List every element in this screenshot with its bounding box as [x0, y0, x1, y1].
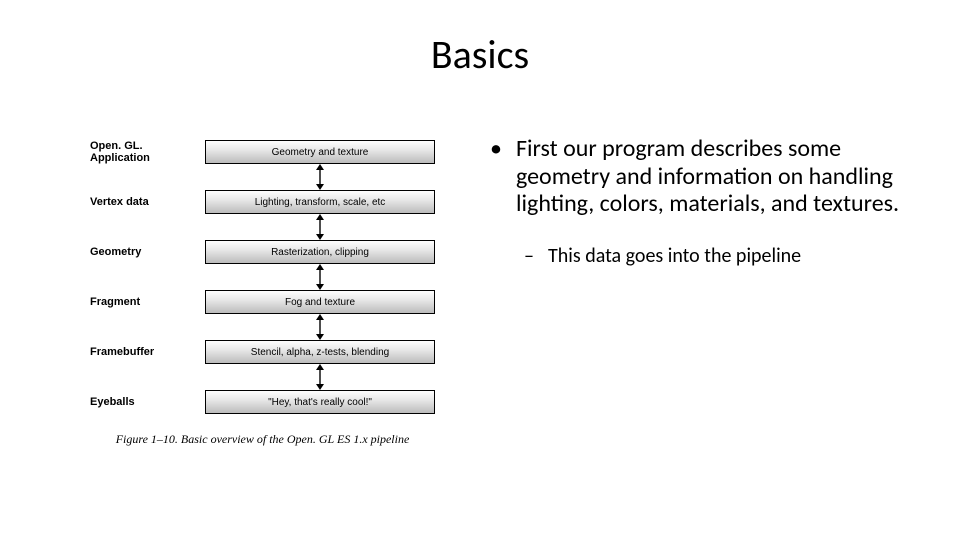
slide-title: Basics [0, 30, 960, 79]
bullet-level1: • First our program describes some geome… [490, 135, 920, 218]
pipeline-diagram: Open. GL. Application Geometry and textu… [90, 140, 460, 447]
stage-box: Rasterization, clipping [205, 240, 435, 264]
stage-row: Geometry Rasterization, clipping [90, 240, 460, 264]
double-arrow-icon [312, 264, 328, 290]
bullet-area: • First our program describes some geome… [490, 135, 920, 268]
stage-arrow [90, 214, 460, 240]
stage-label: Geometry [90, 246, 205, 258]
stage-arrow [90, 364, 460, 390]
stage-label: Vertex data [90, 196, 205, 208]
stage-box: Stencil, alpha, z-tests, blending [205, 340, 435, 364]
stage-label: Framebuffer [90, 346, 205, 358]
stage-label: Fragment [90, 296, 205, 308]
stage-label: Eyeballs [90, 396, 205, 408]
stage-box: "Hey, that's really cool!" [205, 390, 435, 414]
bullet-text: This data goes into the pipeline [548, 244, 801, 268]
bullet-marker: • [490, 135, 516, 218]
bullet-text: First our program describes some geometr… [516, 135, 920, 218]
stage-row: Vertex data Lighting, transform, scale, … [90, 190, 460, 214]
stage-label: Open. GL. Application [90, 140, 205, 164]
stage-arrow [90, 164, 460, 190]
stage-row: Open. GL. Application Geometry and textu… [90, 140, 460, 164]
stage-arrow [90, 264, 460, 290]
stage-box: Geometry and texture [205, 140, 435, 164]
stage-row: Fragment Fog and texture [90, 290, 460, 314]
bullet-marker: – [524, 244, 548, 268]
double-arrow-icon [312, 364, 328, 390]
double-arrow-icon [312, 164, 328, 190]
bullet-level2: – This data goes into the pipeline [524, 244, 920, 268]
diagram-caption: Figure 1–10. Basic overview of the Open.… [90, 432, 435, 447]
double-arrow-icon [312, 314, 328, 340]
stage-arrow [90, 314, 460, 340]
slide: Basics Open. GL. Application Geometry an… [0, 0, 960, 540]
stage-row: Framebuffer Stencil, alpha, z-tests, ble… [90, 340, 460, 364]
stage-box: Lighting, transform, scale, etc [205, 190, 435, 214]
double-arrow-icon [312, 214, 328, 240]
stage-row: Eyeballs "Hey, that's really cool!" [90, 390, 460, 414]
stage-box: Fog and texture [205, 290, 435, 314]
